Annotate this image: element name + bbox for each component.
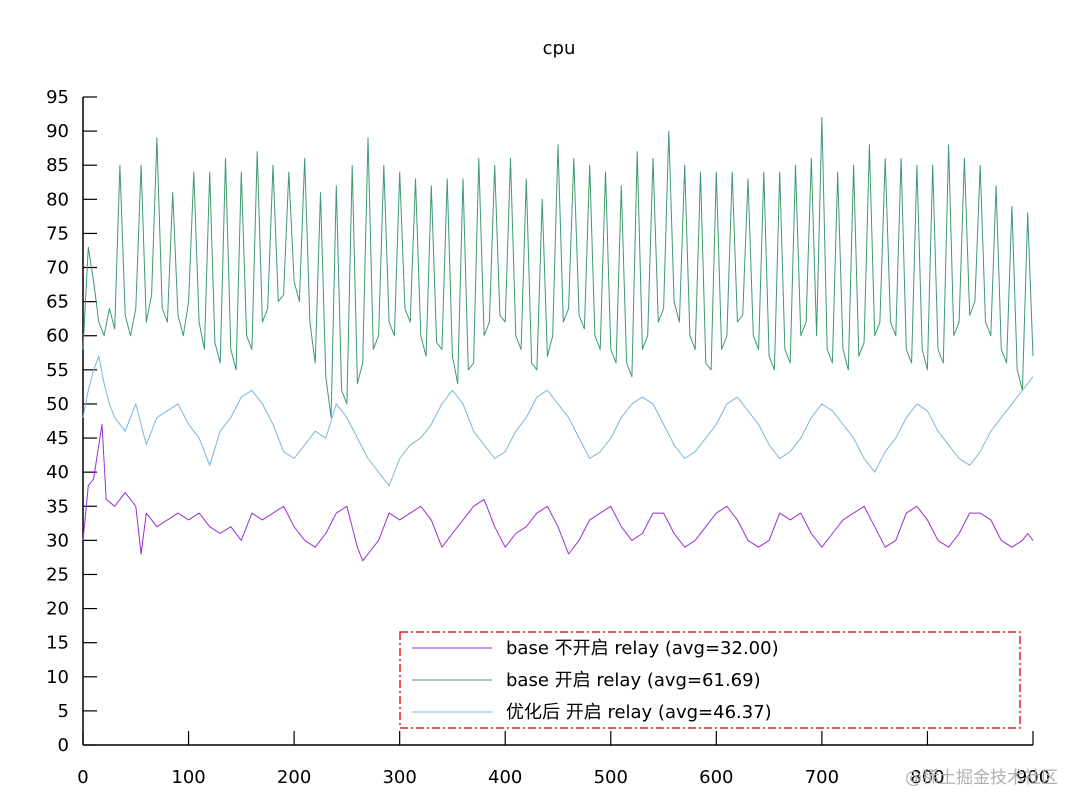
x-axis-ticks: 0 100 200 300 400 500 600 700 800 900 — [77, 731, 1050, 788]
legend-label-1: base 不开启 relay (avg=32.00) — [506, 638, 779, 659]
x-tick-label: 0 — [77, 767, 88, 788]
watermark-text: @稀土掘金技术社区 — [905, 768, 1058, 788]
y-tick-label: 10 — [46, 667, 69, 688]
chart-title: cpu — [543, 38, 576, 59]
axes — [82, 97, 1033, 746]
y-tick-label: 15 — [46, 633, 69, 654]
x-tick-label: 900 — [1016, 767, 1050, 788]
x-tick-label: 600 — [699, 767, 733, 788]
series-line-3 — [82, 355, 1034, 487]
y-tick-label: 50 — [46, 394, 69, 415]
legend: base 不开启 relay (avg=32.00) base 开启 relay … — [399, 631, 1021, 729]
y-tick-label: 65 — [46, 292, 69, 313]
series-line-2 — [82, 117, 1034, 419]
x-tick-label: 800 — [910, 767, 944, 788]
x-tick-label: 500 — [594, 767, 628, 788]
legend-label-2: base 开启 relay (avg=61.69) — [506, 670, 761, 691]
y-tick-label: 75 — [46, 223, 69, 244]
y-tick-label: 0 — [58, 735, 69, 756]
y-tick-label: 25 — [46, 564, 69, 585]
y-tick-label: 40 — [46, 462, 69, 483]
y-tick-label: 5 — [58, 701, 69, 722]
y-tick-label: 45 — [46, 428, 69, 449]
legend-label-3: 优化后 开启 relay (avg=46.37) — [506, 702, 772, 723]
y-tick-label: 20 — [46, 599, 69, 620]
x-tick-label: 200 — [277, 767, 311, 788]
y-tick-label: 90 — [46, 121, 69, 142]
y-tick-label: 35 — [46, 496, 69, 517]
series-layer — [82, 117, 1034, 562]
legend-box — [399, 631, 1021, 729]
y-tick-label: 30 — [46, 530, 69, 551]
y-tick-label: 70 — [46, 258, 69, 279]
series-line-1 — [82, 423, 1034, 562]
x-tick-label: 100 — [171, 767, 205, 788]
y-axis-ticks: 0 5 10 15 20 25 30 35 40 45 50 55 60 65 70 75 80 85 90 95 — [46, 87, 97, 756]
x-tick-label: 300 — [382, 767, 416, 788]
y-tick-label: 85 — [46, 155, 69, 176]
y-tick-label: 80 — [46, 189, 69, 210]
y-tick-label: 60 — [46, 326, 69, 347]
x-tick-label: 400 — [488, 767, 522, 788]
y-tick-label: 55 — [46, 360, 69, 381]
y-tick-label: 95 — [46, 87, 69, 108]
x-tick-label: 700 — [805, 767, 839, 788]
